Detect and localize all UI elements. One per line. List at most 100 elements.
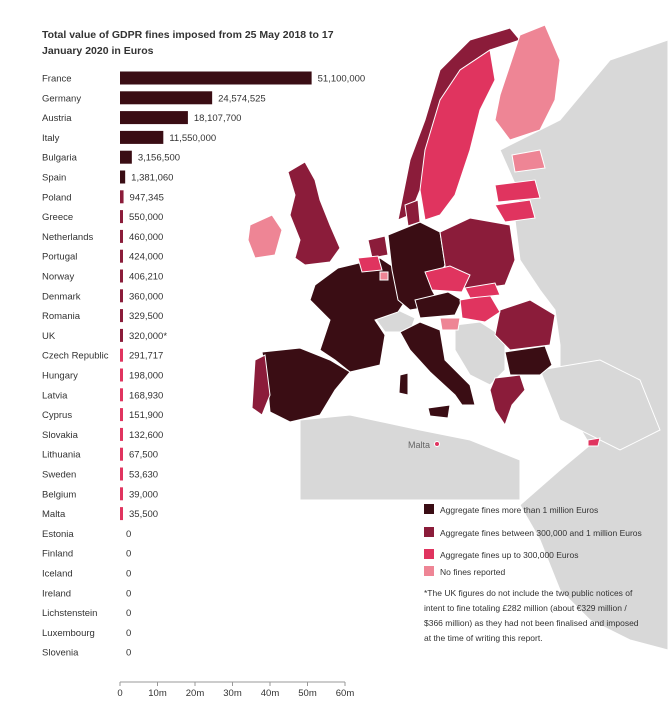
bar	[120, 427, 123, 441]
bar	[120, 487, 123, 501]
bulgaria-shape	[504, 345, 553, 376]
value-label: 11,550,000	[169, 133, 216, 144]
sweden-shape	[419, 49, 496, 221]
luxembourg-shape	[379, 271, 389, 281]
category-label: Iceland	[42, 569, 73, 580]
value-label: 0	[126, 529, 131, 540]
category-label: Greece	[42, 212, 73, 223]
legend-label: Aggregate fines up to 300,000 Euros	[440, 550, 579, 560]
sicily-shape	[427, 404, 451, 419]
malta-dot	[434, 441, 441, 447]
value-label: 3,156,500	[138, 153, 180, 164]
category-label: France	[42, 74, 72, 85]
category-label: Latvia	[42, 390, 68, 401]
estonia-shape	[511, 149, 546, 173]
value-label: 51,100,000	[318, 74, 366, 85]
legend-item: Aggregate fines between 300,000 and 1 mi…	[424, 527, 642, 539]
category-label: Spain	[42, 173, 66, 184]
value-label: 0	[126, 628, 131, 639]
x-tick-label: 50m	[298, 688, 317, 699]
category-label: Portugal	[42, 252, 77, 263]
value-label: 168,930	[129, 390, 163, 401]
legend-label: Aggregate fines between 300,000 and 1 mi…	[440, 528, 642, 538]
legend-label: Aggregate fines more than 1 million Euro…	[440, 505, 599, 515]
bar	[120, 328, 123, 342]
category-label: Bulgaria	[42, 153, 78, 164]
bar	[120, 368, 123, 382]
category-label: Ireland	[42, 588, 71, 599]
spain-shape	[261, 347, 351, 423]
fines-over-1m-countries	[261, 221, 553, 423]
lithuania-shape	[494, 199, 536, 223]
value-label: 0	[126, 588, 131, 599]
greece-shape	[489, 374, 526, 427]
category-label: Cyprus	[42, 410, 72, 421]
footnote: *The UK figures do not include the two p…	[424, 588, 639, 643]
finland-shape	[494, 24, 561, 141]
value-label: 0	[126, 648, 131, 659]
category-label: Norway	[42, 272, 74, 283]
czech-shape	[424, 265, 471, 293]
category-label: Finland	[42, 549, 73, 560]
bar	[120, 388, 123, 402]
bar	[120, 507, 123, 521]
chart-title: Total value of GDPR fines imposed from 2…	[42, 29, 334, 57]
legend-swatch	[424, 504, 434, 514]
category-label: Denmark	[42, 291, 81, 302]
eastern-europe-landmass	[499, 39, 668, 651]
slovakia-shape	[464, 282, 501, 299]
value-label: 0	[126, 549, 131, 560]
non-eea-region	[299, 39, 668, 651]
legend-swatch	[424, 566, 434, 576]
latvia-shape	[494, 179, 541, 203]
no-fines-countries	[247, 24, 561, 331]
bar	[120, 150, 132, 164]
category-label: Netherlands	[42, 232, 93, 243]
category-label: Czech Republic	[42, 351, 109, 362]
category-label: Poland	[42, 192, 72, 203]
legend-label: No fines reported	[440, 567, 506, 577]
category-label: Sweden	[42, 470, 76, 481]
value-label: 329,500	[129, 311, 163, 322]
x-tick-label: 60m	[336, 688, 355, 699]
belgium-shape	[357, 255, 383, 273]
fines-up-to-300k-countries	[357, 49, 601, 447]
x-tick-label: 20m	[186, 688, 205, 699]
sardinia-shape	[398, 372, 409, 396]
cyprus-shape	[587, 437, 601, 447]
bar	[120, 130, 164, 144]
value-label: 53,630	[129, 470, 158, 481]
bar	[120, 111, 188, 125]
value-label: 406,210	[129, 272, 163, 283]
value-label: 35,500	[129, 509, 158, 520]
value-label: 132,600	[129, 430, 163, 441]
netherlands-shape	[367, 235, 389, 259]
category-label: Luxembourg	[42, 628, 95, 639]
ireland-shape	[247, 214, 283, 259]
bar	[120, 408, 123, 422]
value-label: 39,000	[129, 489, 158, 500]
legend-swatch	[424, 549, 434, 559]
uk-shape	[287, 161, 341, 266]
legend-item: No fines reported	[424, 566, 505, 578]
bar	[120, 229, 123, 243]
bar	[120, 210, 123, 224]
value-label: 424,000	[129, 252, 163, 263]
denmark-shape	[404, 199, 421, 227]
category-label: Romania	[42, 311, 81, 322]
bar	[120, 249, 123, 263]
category-label: Malta	[42, 509, 66, 520]
value-label: 0	[126, 569, 131, 580]
category-label: Germany	[42, 93, 81, 104]
value-label: 198,000	[129, 371, 163, 382]
category-label: Estonia	[42, 529, 74, 540]
x-tick-label: 30m	[223, 688, 242, 699]
legend-item: Aggregate fines more than 1 million Euro…	[424, 504, 598, 516]
bar	[120, 348, 123, 362]
slovenia-shape	[439, 317, 461, 331]
value-label: 947,345	[130, 192, 164, 203]
x-tick-label: 10m	[148, 688, 167, 699]
value-label: 550,000	[129, 212, 163, 223]
bar	[120, 289, 123, 303]
